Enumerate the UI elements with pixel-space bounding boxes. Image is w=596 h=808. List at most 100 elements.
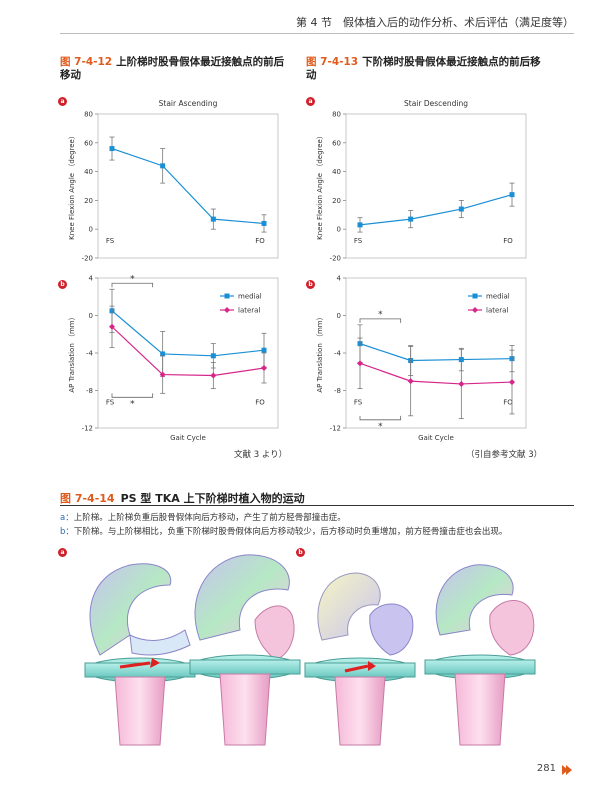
y-tick-label: 0 [89, 312, 93, 320]
x-axis-label: Gait Cycle [418, 434, 454, 442]
y-tick-label: 0 [337, 226, 341, 234]
fig14-title: PS 型 TKA 上下阶梯时植入物的运动 [120, 492, 305, 505]
chart-stair-ascending-angle: Stair Ascending -20 0 20 40 60 80 Knee Flexion … [68, 99, 279, 263]
y-tick-label: -20 [82, 255, 93, 263]
series-line-lateral [359, 362, 513, 385]
legend-label-lateral: lateral [238, 307, 260, 315]
significance-bracket-medial [111, 282, 154, 288]
legend-label-medial: medial [486, 293, 510, 301]
implant-b1 [304, 572, 416, 746]
fig14-caption: 图 7-4-14 PS 型 TKA 上下阶梯时植入物的运动 [60, 490, 580, 506]
fig13-reference: （引自参考文献 3） [466, 450, 543, 460]
legend-label-medial: medial [238, 293, 262, 301]
y-tick-label: -8 [334, 387, 341, 395]
y-axis-label: Knee Flexion Angle （degree） [316, 132, 324, 240]
y-tick-label: 0 [89, 226, 93, 234]
data-point-lateral [509, 379, 515, 386]
significance-bracket-lateral [359, 415, 402, 421]
data-point-lateral [357, 360, 363, 367]
legend-marker-medial [224, 293, 230, 299]
data-point-medial [210, 353, 216, 359]
series-line-medial [359, 343, 513, 362]
fig14-number: 图 7-4-14 [60, 492, 115, 505]
chart-stair-descending-translation: -12 -8 -4 0 4 AP Translation （mm） FS FO Gait Cyc… [316, 275, 527, 442]
implant-a1 [84, 563, 196, 746]
y-tick-label: -20 [330, 255, 341, 263]
tka-implant-renderings [84, 554, 536, 746]
data-point-angle [160, 163, 166, 169]
legend-marker-lateral [224, 307, 230, 313]
x-label-end: FO [503, 237, 513, 245]
significance-star-medial: * [378, 310, 383, 320]
legend-marker-lateral [472, 307, 478, 313]
fig13-number: 图 7-4-13 [306, 56, 359, 68]
panel-a-badge-right: a [306, 97, 315, 106]
plot-frame [97, 113, 279, 259]
y-tick-label: -4 [86, 350, 94, 358]
y-tick-label: 60 [84, 139, 93, 147]
series-line-medial [111, 310, 265, 357]
fig14-desc-b-text: 下阶梯。与上阶梯相比，负重下阶梯时股骨假体向后方移动较少，后方移动时负重增加，前… [73, 527, 508, 537]
data-point-lateral [407, 378, 414, 385]
fig14-rule [60, 505, 574, 506]
fig12-number: 图 7-4-12 [60, 56, 113, 68]
y-tick-label: 40 [84, 168, 93, 176]
chart-title: Stair Descending [404, 99, 468, 108]
chart-stair-ascending-translation: -12 -8 -4 0 4 AP Translation （mm） FS FO Gait Cyc… [68, 274, 279, 442]
significance-star-lateral: * [130, 399, 135, 409]
y-tick-label: 4 [337, 275, 342, 283]
x-axis-label: Gait Cycle [170, 434, 206, 442]
x-label-start: FS [106, 399, 115, 407]
series-line-angle [359, 194, 513, 226]
chart-title: Stair Ascending [159, 99, 218, 108]
y-tick-label: 80 [84, 111, 93, 119]
fig12-title: 上阶梯时股骨假体最近接触点的前后移动 [60, 56, 285, 81]
fig13-title: 下阶梯时股骨假体最近接触点的前后移动 [306, 56, 541, 81]
data-point-lateral [458, 380, 465, 387]
x-label-start: FS [106, 237, 115, 245]
chart-stair-descending-angle: Stair Descending -20 0 20 40 60 80 Knee Flexion… [316, 99, 527, 263]
data-point-angle [109, 146, 115, 152]
data-point-medial [261, 347, 267, 353]
data-point-angle [357, 222, 363, 228]
data-point-lateral [210, 372, 217, 379]
data-point-lateral [261, 365, 267, 371]
fig14-desc-a-text: 上阶梯。上阶梯负重后股骨假体向后方移动，产生了前方胫骨部撞击症。 [73, 513, 346, 523]
y-axis-label: Knee Flexion Angle （degree） [68, 132, 76, 240]
fig14-desc-b: b：下阶梯。与上阶梯相比，负重下阶梯时股骨假体向后方移动较少，后方移动时负重增加… [60, 525, 507, 537]
y-tick-label: -12 [330, 425, 341, 433]
y-tick-label: 0 [337, 312, 341, 320]
data-point-angle [458, 206, 464, 212]
panel-b-badge-left: b [58, 280, 67, 289]
panel-a-badge-left: a [58, 97, 67, 106]
fig14-badge-b: b [296, 548, 305, 557]
fig12-reference: 文献 3 より） [234, 450, 288, 460]
y-tick-label: -8 [86, 387, 93, 395]
fig12-caption: 图 7-4-12 上阶梯时股骨假体最近接触点的前后移动 [60, 56, 292, 82]
header-rule [60, 33, 574, 34]
data-point-lateral [159, 371, 166, 378]
x-label-end: FO [255, 237, 265, 245]
series-line-lateral [111, 326, 265, 377]
significance-bracket-lateral [111, 393, 154, 398]
y-tick-label: 20 [84, 197, 93, 205]
data-point-lateral [109, 323, 115, 330]
y-tick-label: 40 [332, 168, 341, 176]
plot-frame [97, 277, 279, 429]
fig14-desc-a-label: a： [60, 513, 74, 523]
data-point-angle [509, 192, 515, 198]
y-tick-label: -12 [82, 425, 93, 433]
y-tick-label: 80 [332, 111, 341, 119]
x-label-start: FS [354, 237, 363, 245]
data-point-medial [160, 351, 166, 357]
legend-marker-medial [472, 293, 478, 299]
y-tick-label: 20 [332, 197, 341, 205]
panel-b-badge-right: b [306, 280, 315, 289]
plot-frame [345, 113, 527, 259]
next-page-arrow-icon [562, 765, 572, 775]
significance-bracket-medial [359, 318, 402, 323]
data-point-angle [210, 216, 216, 222]
fig14-desc-b-label: b： [60, 527, 74, 537]
y-tick-label: 60 [332, 139, 341, 147]
fig14-desc-a: a：上阶梯。上阶梯负重后股骨假体向后方移动，产生了前方胫骨部撞击症。 [60, 511, 346, 523]
